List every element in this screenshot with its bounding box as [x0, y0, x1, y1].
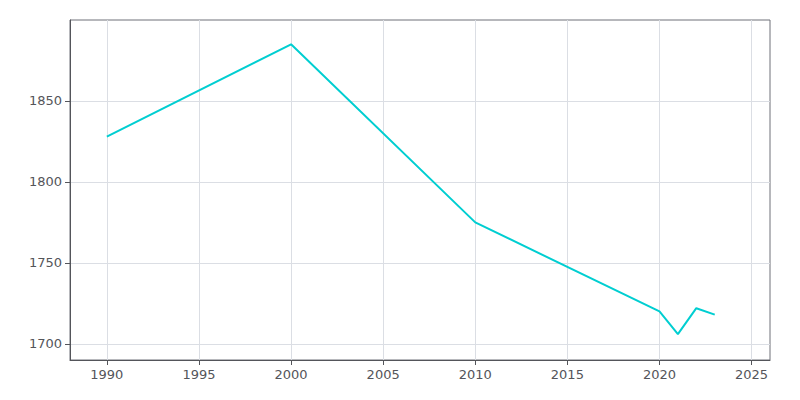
svg-text:2005: 2005 [367, 367, 400, 382]
svg-text:1990: 1990 [90, 367, 123, 382]
svg-text:2010: 2010 [459, 367, 492, 382]
svg-text:1700: 1700 [29, 336, 62, 351]
svg-text:1800: 1800 [29, 174, 62, 189]
svg-text:1995: 1995 [182, 367, 215, 382]
svg-text:1750: 1750 [29, 255, 62, 270]
svg-text:2015: 2015 [551, 367, 584, 382]
svg-text:2025: 2025 [735, 367, 768, 382]
svg-text:2020: 2020 [643, 367, 676, 382]
svg-text:1850: 1850 [29, 93, 62, 108]
svg-text:2000: 2000 [275, 367, 308, 382]
